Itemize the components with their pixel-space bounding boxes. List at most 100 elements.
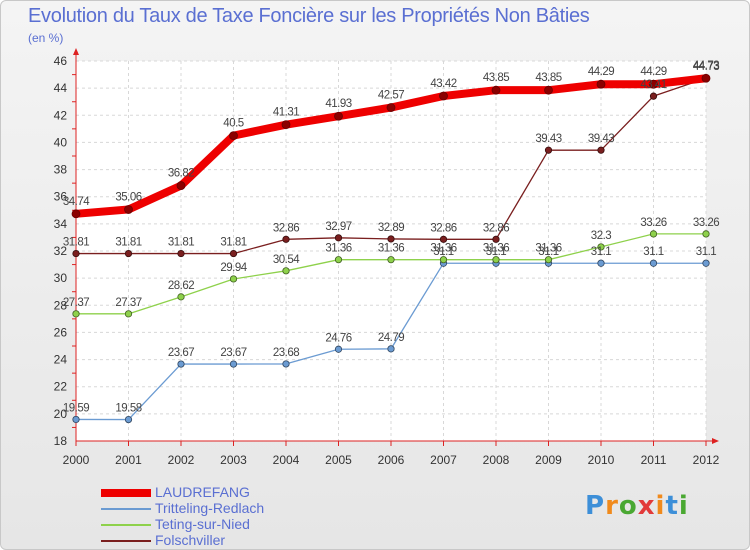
- data-label-tritteling-redlach: 31.1: [433, 246, 453, 258]
- data-point-tritteling-redlach: [177, 360, 185, 368]
- y-tick-label: 24: [54, 353, 68, 367]
- data-point-tritteling-redlach: [649, 259, 658, 267]
- data-point-teting-sur-nied: [649, 230, 658, 238]
- logo-letter: i: [655, 491, 666, 521]
- data-point-teting-sur-nied: [702, 230, 710, 238]
- data-point-folschviller: [544, 146, 553, 154]
- logo-letter: P: [585, 491, 606, 521]
- data-label-laudrefang: 43.42: [430, 78, 456, 90]
- chart-title: Evolution du Taux de Taxe Foncière sur l…: [28, 5, 590, 27]
- data-point-teting-sur-nied: [72, 310, 80, 318]
- y-tick-label: 42: [54, 108, 68, 122]
- data-point-tritteling-redlach: [597, 259, 605, 267]
- data-labels: 34.74 35.06 36.82 40.5 41.31 41.93 42.57 43.42 4…: [63, 60, 720, 415]
- data-label-laudrefang: 36.82: [168, 168, 194, 180]
- legend-swatch: [101, 524, 151, 526]
- data-label-teting-sur-nied: 31.36: [535, 243, 561, 255]
- series-group: [71, 73, 711, 424]
- logo-letter: t: [665, 491, 679, 521]
- data-label-laudrefang: 40.5: [223, 118, 243, 130]
- y-tick-label: 26: [54, 325, 68, 339]
- data-label-tritteling-redlach: 19.59: [63, 402, 89, 414]
- y-tick-label: 32: [54, 244, 68, 258]
- data-point-folschviller: [229, 249, 238, 258]
- x-tick-label: 2012: [693, 453, 720, 467]
- data-point-tritteling-redlach: [229, 360, 238, 368]
- data-point-folschviller: [597, 146, 605, 154]
- data-label-laudrefang: 43.85: [483, 72, 509, 84]
- logo-letter: r: [605, 491, 619, 521]
- data-label-laudrefang: 44.73: [693, 60, 719, 72]
- y-tick-label: 40: [54, 135, 68, 149]
- data-label-folschviller: 39.43: [588, 133, 614, 145]
- data-point-teting-sur-nied: [229, 275, 238, 283]
- data-label-teting-sur-nied: 31.36: [378, 243, 404, 255]
- data-label-tritteling-redlach: 31.1: [486, 246, 506, 258]
- x-tick-label: 2001: [115, 453, 142, 467]
- x-tick-label: 2004: [273, 453, 300, 467]
- data-label-tritteling-redlach: 23.68: [273, 347, 299, 359]
- data-point-teting-sur-nied: [282, 267, 290, 275]
- data-label-tritteling-redlach: 19.58: [115, 403, 141, 415]
- y-tick-label: 44: [54, 81, 68, 95]
- data-point-laudrefang: [491, 85, 501, 95]
- x-tick-label: 2000: [63, 453, 90, 467]
- data-label-tritteling-redlach: 31.1: [696, 246, 716, 258]
- data-point-tritteling-redlach: [702, 259, 710, 267]
- data-label-teting-sur-nied: 27.37: [115, 297, 141, 309]
- data-label-folschviller: 32.86: [430, 222, 456, 234]
- logo-letter: i: [678, 491, 689, 521]
- data-point-tritteling-redlach: [124, 415, 133, 424]
- y-tick-label: 46: [54, 54, 68, 68]
- data-point-folschviller: [124, 249, 133, 258]
- data-label-teting-sur-nied: 31.36: [325, 243, 351, 255]
- data-label-tritteling-redlach: 24.76: [325, 332, 351, 344]
- data-label-laudrefang: 44.29: [640, 66, 666, 78]
- legend-label: Teting-sur-Nied: [155, 516, 250, 532]
- data-label-folschviller: 32.89: [378, 222, 404, 234]
- y-tick-label: 36: [54, 190, 68, 204]
- data-label-laudrefang: 44.29: [588, 66, 614, 78]
- y-axis-arrow: [73, 48, 79, 55]
- y-tick-label: 20: [54, 407, 68, 421]
- x-tick-label: 2008: [483, 453, 510, 467]
- data-label-laudrefang: 41.93: [325, 98, 351, 110]
- data-label-teting-sur-nied: 33.26: [693, 217, 719, 229]
- logo-letter: x: [637, 491, 656, 521]
- data-point-teting-sur-nied: [439, 256, 448, 264]
- data-point-tritteling-redlach: [282, 360, 290, 368]
- x-tick-label: 2002: [168, 453, 195, 467]
- data-point-teting-sur-nied: [597, 243, 605, 251]
- x-tick-label: 2007: [430, 453, 457, 467]
- proxiti-logo: Proxiti: [585, 491, 689, 521]
- data-point-teting-sur-nied: [387, 256, 395, 264]
- data-point-tritteling-redlach: [387, 345, 395, 353]
- data-label-folschviller: 31.81: [115, 237, 141, 249]
- y-tick-label: 28: [54, 298, 68, 312]
- legend-swatch: [101, 508, 151, 510]
- data-point-laudrefang: [176, 181, 186, 190]
- data-label-laudrefang: 35.06: [115, 191, 141, 203]
- x-tick-label: 2010: [588, 453, 615, 467]
- data-label-teting-sur-nied: 30.54: [273, 254, 300, 266]
- x-axis-arrow: [712, 438, 719, 444]
- data-label-folschviller: 32.86: [273, 222, 299, 234]
- data-point-laudrefang: [386, 103, 396, 112]
- data-label-laudrefang: 43.85: [535, 72, 561, 84]
- y-tick-label: 38: [54, 163, 68, 177]
- data-label-teting-sur-nied: 27.37: [63, 297, 89, 309]
- data-point-laudrefang: [439, 91, 448, 101]
- data-point-laudrefang: [334, 111, 343, 121]
- data-label-tritteling-redlach: 23.67: [168, 347, 194, 359]
- data-label-folschviller: 31.81: [220, 237, 246, 249]
- data-point-folschviller: [439, 235, 448, 243]
- legend-label: Tritteling-Redlach: [155, 500, 265, 516]
- x-tick-label: 2006: [378, 453, 405, 467]
- x-tick-label: 2003: [220, 453, 247, 467]
- data-label-folschviller: 31.81: [63, 237, 89, 249]
- legend-label: LAUDREFANG: [155, 484, 250, 500]
- data-point-teting-sur-nied: [544, 256, 553, 264]
- logo-letter: o: [618, 491, 638, 521]
